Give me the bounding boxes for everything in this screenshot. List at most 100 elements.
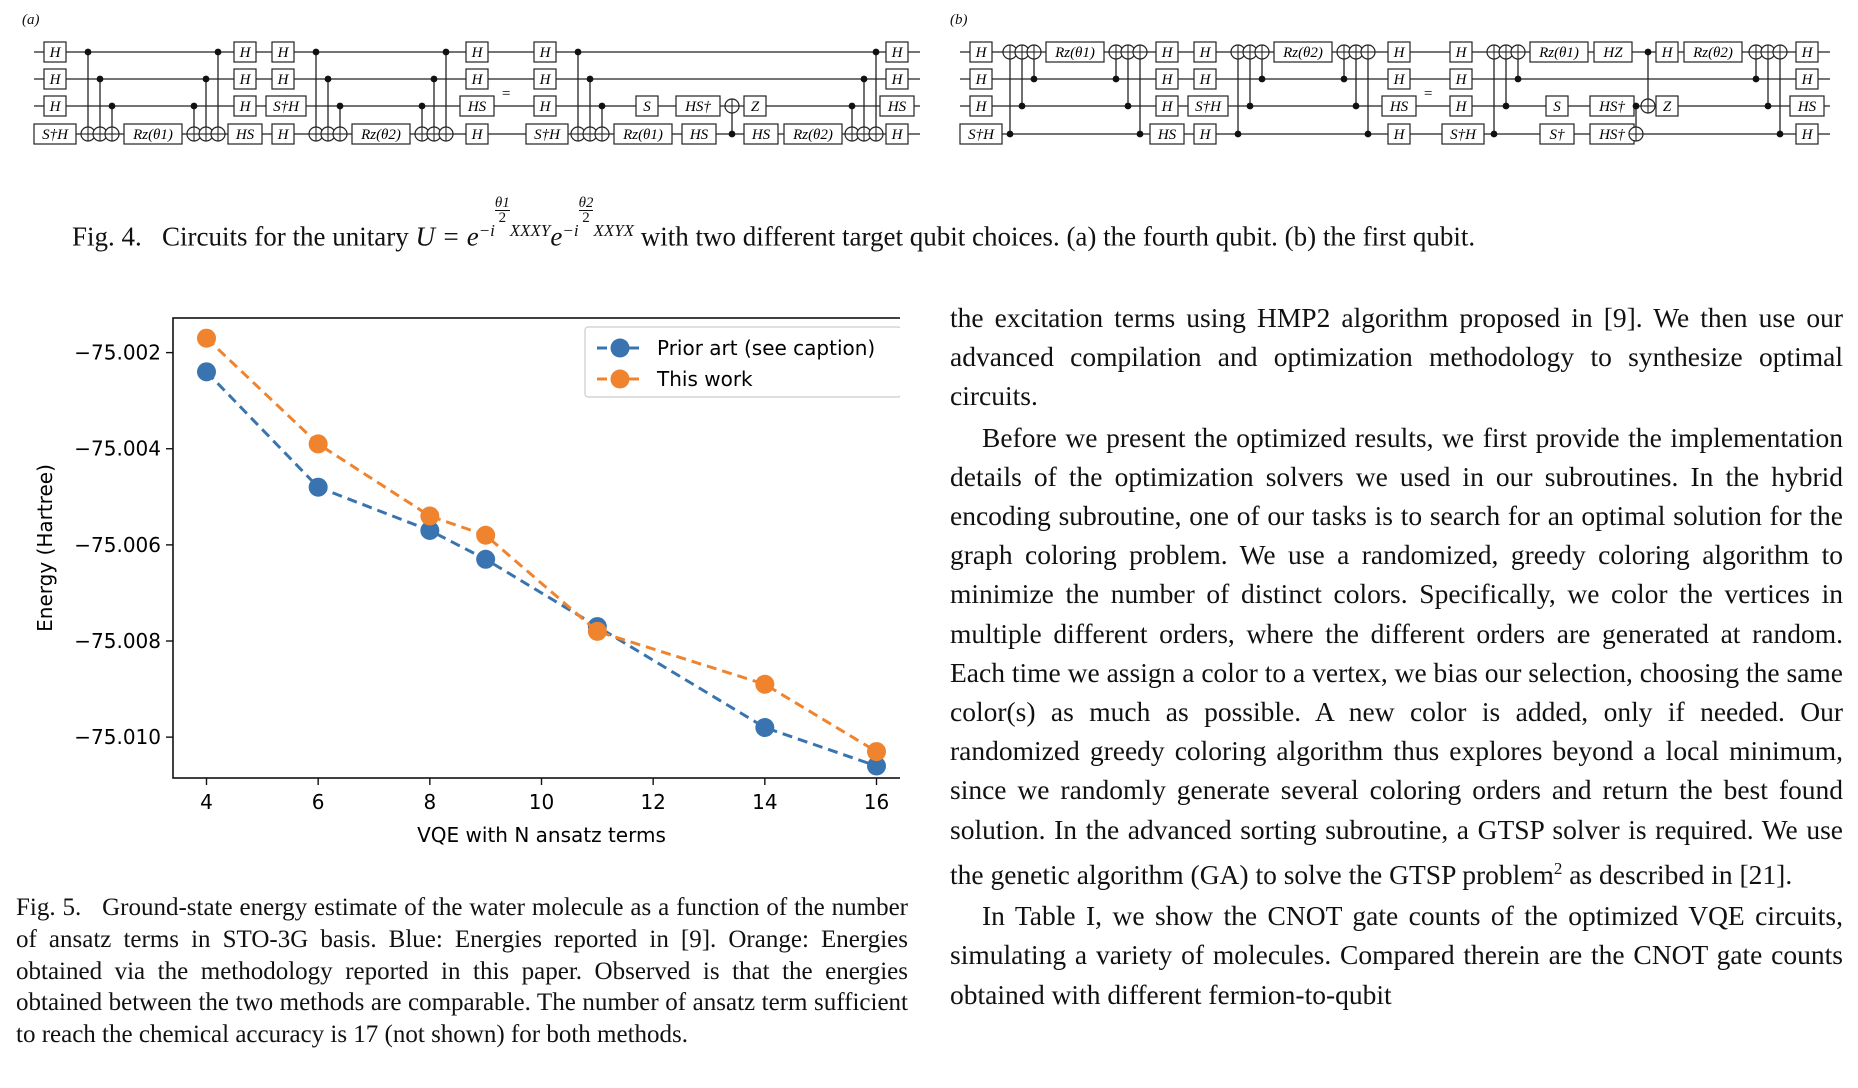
circuit-b-gate: HS — [1149, 123, 1185, 145]
fig5-caption: Fig. 5. Ground-state energy estimate of … — [16, 892, 908, 1051]
circuit-a-gate: H — [533, 41, 557, 63]
circuit-b-gate: Rz(θ2) — [1273, 41, 1333, 63]
circuit-a-gate-box — [265, 95, 307, 117]
energy-chart-svg: 4 6 8 10 12 14 16 −75.002 −75.004 −75.006 −75.008 −… — [33, 317, 911, 847]
circuit-a-gate: S — [635, 95, 659, 117]
circuit-b-cnot — [1336, 44, 1352, 83]
circuit-b-gate-box — [1539, 123, 1575, 145]
circuit-b-gate-box — [1045, 41, 1105, 63]
data-point — [476, 525, 496, 545]
data-point — [587, 621, 607, 641]
paragraph-2-text: Before we present the optimized results,… — [950, 421, 1843, 890]
circuit-a-gate-box — [43, 41, 67, 63]
fig4-exp2-den: 2 — [582, 210, 590, 226]
circuit-a-gate: H — [271, 41, 295, 63]
circuit-a-cnot — [438, 48, 454, 142]
circuit-a-gate: HS — [681, 123, 717, 145]
circuit-a-gate-box — [635, 95, 659, 117]
circuit-a-gate-label: HS — [689, 127, 709, 143]
circuit-a-control-dot — [728, 130, 736, 138]
circuit-b-gate-label: S†H — [1195, 99, 1222, 115]
series-line — [205, 337, 878, 753]
circuit-b-gate-box — [1193, 68, 1217, 90]
circuit-a-gate-box — [271, 123, 295, 145]
circuit-a-gate-box — [227, 123, 263, 145]
circuit-a-gate: HS — [227, 123, 263, 145]
circuit-a-gate-box — [465, 123, 489, 145]
circuit-b-gate: H — [1155, 41, 1179, 63]
fig4-exp2-i: −i — [562, 220, 579, 240]
circuit-a-gate-label: H — [471, 45, 484, 61]
circuit-a-control-dot — [442, 48, 450, 56]
circuit-a-gate-label: HS — [235, 127, 255, 143]
circuit-b-gate: H — [1387, 123, 1411, 145]
circuit-b-gate-label: H — [1801, 45, 1814, 61]
circuit-a-gate-label: Rz(θ2) — [792, 127, 833, 143]
circuit-a-gate: S†H — [33, 123, 77, 145]
circuit-a-gate-label: H — [471, 127, 484, 143]
circuit-a-gate: H — [43, 68, 67, 90]
circuit-b-gate: H — [969, 95, 993, 117]
circuit-a-gate: H — [533, 68, 557, 90]
circuit-b-gate-box — [1193, 123, 1217, 145]
panel-b-label: (b) — [950, 12, 968, 28]
y-tick-label: −75.004 — [74, 437, 161, 461]
circuit-b-gate-label: H — [1199, 45, 1212, 61]
circuit-b-gate-label: H — [1199, 72, 1212, 88]
circuit-a-gate: H — [43, 41, 67, 63]
x-tick-label: 6 — [312, 790, 325, 814]
circuit-a-control-dot — [84, 48, 92, 56]
circuit-b-gate: S†H — [1187, 95, 1229, 117]
fig4-caption: Fig. 4. Circuits for the unitary U = e−i… — [72, 196, 1475, 253]
circuit-a-cnot — [582, 75, 598, 142]
circuit-b-gate: HS — [1381, 95, 1417, 117]
circuit-b-gate-label: HS — [1389, 99, 1409, 115]
fig5-caption-text: Ground-state energy estimate of the wate… — [16, 894, 909, 1049]
x-tick-label: 14 — [752, 790, 777, 814]
circuit-b-gate-box — [1381, 95, 1417, 117]
circuit-b-gate: H — [1193, 123, 1217, 145]
x-axis-label: VQE with N ansatz terms — [417, 823, 666, 847]
circuit-b-gate: S† — [1539, 123, 1575, 145]
circuit-a-gate: H — [233, 41, 257, 63]
circuit-b-control-dot — [1644, 48, 1652, 56]
circuit-b-control-dot — [1006, 130, 1014, 138]
circuit-a-wires — [34, 51, 920, 135]
fig4-caption-suffix: with two different target qubit choices.… — [640, 221, 1476, 252]
circuit-a-gate-label: H — [891, 127, 904, 143]
circuit-b-gate: Rz(θ1) — [1529, 41, 1589, 63]
circuit-b-gate-label: Z — [1663, 99, 1672, 115]
circuit-b-gate-label: H — [1661, 45, 1674, 61]
circuit-a-gate-box — [465, 41, 489, 63]
x-tick-label: 16 — [864, 790, 889, 814]
y-tick-label: −75.008 — [74, 629, 161, 653]
circuit-b-gate-box — [1655, 41, 1679, 63]
circuit-a-gate-box — [743, 123, 779, 145]
paragraph-2: Before we present the optimized results,… — [950, 418, 1843, 895]
circuit-a-gate-box — [613, 123, 673, 145]
fig5-caption-label: Fig. 5. — [16, 894, 82, 921]
circuit-a-control-dot — [312, 48, 320, 56]
fig4-exp2-num: θ2 — [578, 195, 594, 211]
circuit-b-equals-sign: = — [1423, 86, 1433, 102]
circuit-a-equals-sign: = — [501, 86, 511, 102]
circuit-a-gate-label: H — [277, 127, 290, 143]
circuit-b-control-dot — [1246, 102, 1254, 110]
circuit-a-gate: H — [271, 123, 295, 145]
circuit-b-gate-label: H — [1161, 45, 1174, 61]
circuit-a-control-dot — [202, 75, 210, 83]
circuit-b-gate: S — [1545, 95, 1569, 117]
circuit-b-gate-box — [1795, 41, 1819, 63]
circuit-a-control-dot — [418, 102, 426, 110]
circuit-a-gate-box — [533, 95, 557, 117]
circuit-b-gate-box — [1449, 41, 1473, 63]
circuit-a-control-dot — [598, 102, 606, 110]
fig4-caption-prefix: Circuits for the unitary — [162, 221, 409, 252]
circuit-a-gate-box — [533, 68, 557, 90]
circuit-a-gate: Z — [743, 95, 767, 117]
circuit-a-gate-label: Rz(θ2) — [360, 127, 401, 143]
x-tick-label: 10 — [529, 790, 554, 814]
circuit-a-gate-label: Rz(θ1) — [622, 127, 663, 143]
legend-label: This work — [656, 367, 753, 391]
